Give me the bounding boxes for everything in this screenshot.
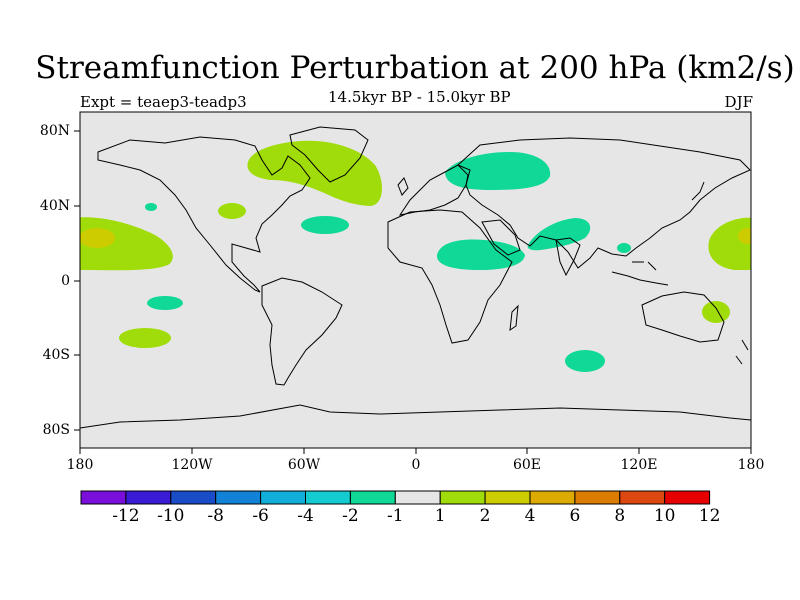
experiment-label: Expt = teaep3-teadp3 bbox=[80, 93, 247, 111]
anomaly-siberia bbox=[445, 152, 551, 190]
coast-south-america bbox=[261, 277, 343, 386]
figure-title: Streamfunction Perturbation at 200 hPa (… bbox=[35, 50, 795, 86]
colorbar-label: 12 bbox=[698, 506, 721, 526]
coast-north-america bbox=[97, 136, 311, 293]
colorbar-label: 6 bbox=[569, 506, 581, 526]
coast-uk bbox=[397, 177, 409, 196]
colorbar-box bbox=[619, 490, 666, 505]
coast-africa bbox=[387, 209, 513, 344]
anomaly-indochina bbox=[617, 243, 631, 253]
colorbar-box bbox=[394, 490, 441, 505]
anomaly-north-pacific-small bbox=[218, 203, 246, 219]
lon-label-180w: 180 bbox=[66, 457, 94, 473]
lon-label-60e: 60E bbox=[512, 457, 542, 473]
anomaly-hawaii bbox=[145, 203, 157, 211]
lon-label-120w: 120W bbox=[171, 457, 213, 473]
lon-label-180e: 180 bbox=[737, 457, 765, 473]
colorbar-label: 1 bbox=[434, 506, 446, 526]
anomaly-north-africa bbox=[436, 239, 525, 270]
colorbar-label: -8 bbox=[207, 506, 224, 526]
colorbar-label: 2 bbox=[479, 506, 491, 526]
anomaly-east-pacific bbox=[147, 296, 183, 310]
colorbar-box bbox=[439, 490, 486, 505]
colorbar-label: -6 bbox=[252, 506, 269, 526]
colorbar-label: -12 bbox=[112, 506, 140, 526]
colorbar-label: -10 bbox=[157, 506, 185, 526]
lon-label-60w: 60W bbox=[287, 457, 321, 473]
colorbar-box bbox=[305, 490, 351, 505]
anomaly-central-pacific-core bbox=[80, 228, 115, 248]
colorbar-box bbox=[125, 490, 172, 505]
colorbar-label: -1 bbox=[387, 506, 404, 526]
colorbar-box bbox=[349, 490, 396, 505]
lat-label-80n: 80N bbox=[39, 123, 70, 139]
colorbar-label: 4 bbox=[524, 506, 536, 526]
coast-japan bbox=[691, 181, 705, 201]
anomaly-south-pacific bbox=[119, 328, 171, 348]
coast-madagascar bbox=[509, 304, 519, 332]
anomaly-australia bbox=[702, 301, 730, 323]
anomaly-north-atlantic bbox=[301, 216, 349, 234]
anomaly-layer bbox=[80, 140, 751, 372]
coast-europe bbox=[398, 164, 471, 216]
colorbar-label: 10 bbox=[653, 506, 676, 526]
map-background bbox=[80, 112, 751, 448]
coast-asia bbox=[457, 137, 751, 269]
colorbar-box bbox=[170, 490, 217, 505]
coast-greenland bbox=[289, 126, 369, 183]
lon-label-0: 0 bbox=[411, 457, 421, 473]
anomaly-west-pacific-core bbox=[738, 228, 751, 244]
lon-label-120e: 120E bbox=[620, 457, 658, 473]
lat-label-40n: 40N bbox=[39, 198, 70, 214]
anomaly-southern-indian bbox=[565, 350, 605, 372]
colorbar-box bbox=[260, 490, 307, 505]
season-label: DJF bbox=[724, 93, 753, 111]
coast-indonesia bbox=[611, 261, 669, 286]
colorbar-box bbox=[664, 490, 711, 505]
colorbar-box bbox=[529, 490, 576, 505]
lat-label-80s: 80S bbox=[42, 422, 70, 438]
colorbar-box bbox=[574, 490, 621, 505]
coast-arabia bbox=[481, 219, 521, 256]
coast-new-zealand bbox=[735, 339, 749, 365]
figure-subtitle: 14.5kyr BP - 15.0kyr BP bbox=[328, 88, 511, 106]
coast-antarctica bbox=[80, 404, 751, 429]
colorbar-label: -4 bbox=[297, 506, 314, 526]
lat-label-40s: 40S bbox=[42, 347, 70, 363]
colorbar-box bbox=[215, 490, 262, 505]
lat-label-0: 0 bbox=[61, 273, 70, 289]
colorbar-label: 8 bbox=[614, 506, 626, 526]
colorbar bbox=[80, 490, 711, 505]
anomaly-south-asia bbox=[527, 218, 591, 251]
anomaly-north-america bbox=[247, 140, 382, 206]
axis-ticks bbox=[74, 130, 752, 454]
colorbar-box bbox=[484, 490, 531, 505]
coast-india bbox=[555, 237, 581, 277]
anomaly-west-pacific bbox=[708, 217, 751, 270]
coast-australia bbox=[641, 291, 725, 343]
colorbar-label: -2 bbox=[342, 506, 359, 526]
coastlines bbox=[80, 126, 751, 429]
colorbar-box bbox=[80, 490, 127, 505]
